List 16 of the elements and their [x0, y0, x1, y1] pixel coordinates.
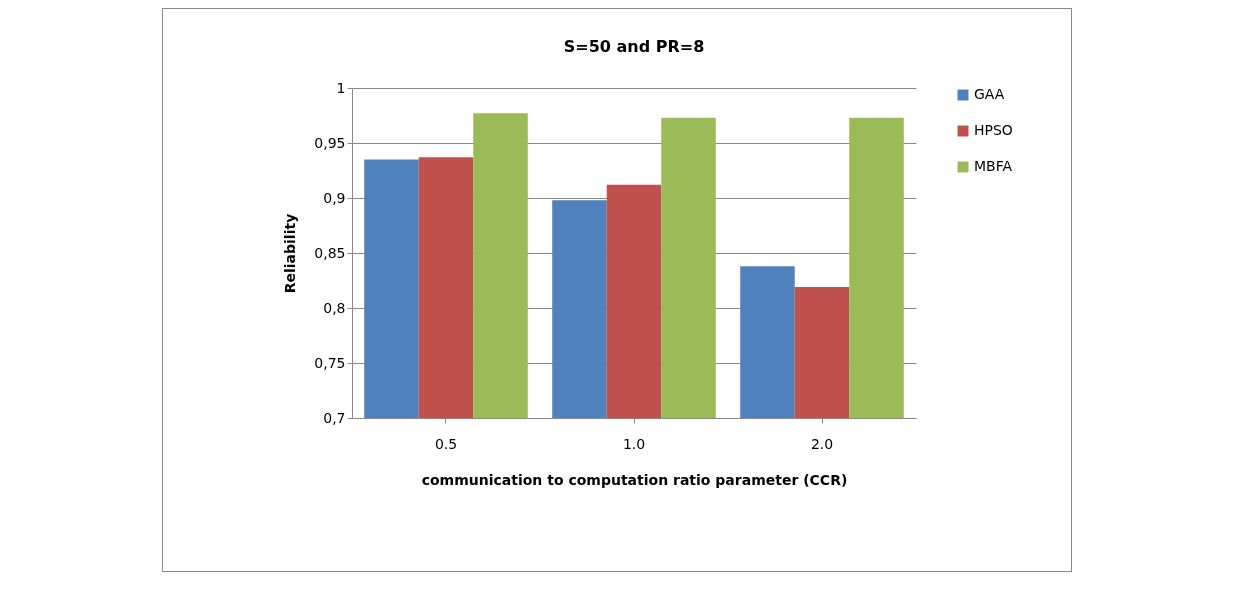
legend-label: HPSO	[974, 122, 1013, 138]
x-tick-label: 0.5	[434, 435, 458, 452]
y-tick-label: 0,9	[323, 189, 346, 206]
legend-label: GAA	[974, 86, 1005, 102]
x-tick-label: 1.0	[622, 435, 646, 452]
y-tick-label: 0,85	[314, 244, 346, 261]
y-tick-label: 0,7	[323, 409, 346, 426]
y-axis-title: Reliability	[282, 213, 299, 294]
legend-label: MBFA	[974, 158, 1013, 174]
y-tick-label: 0,95	[314, 134, 346, 151]
y-tick-label: 0,75	[314, 354, 346, 371]
x-tick-label: 2.0	[810, 435, 834, 452]
y-tick-label: 0,8	[323, 299, 346, 316]
y-tick-label: 1	[336, 79, 346, 96]
x-axis-title: communication to computation ratio parameter (CCR)	[421, 471, 848, 488]
chart-title: S=50 and PR=8	[563, 37, 705, 56]
